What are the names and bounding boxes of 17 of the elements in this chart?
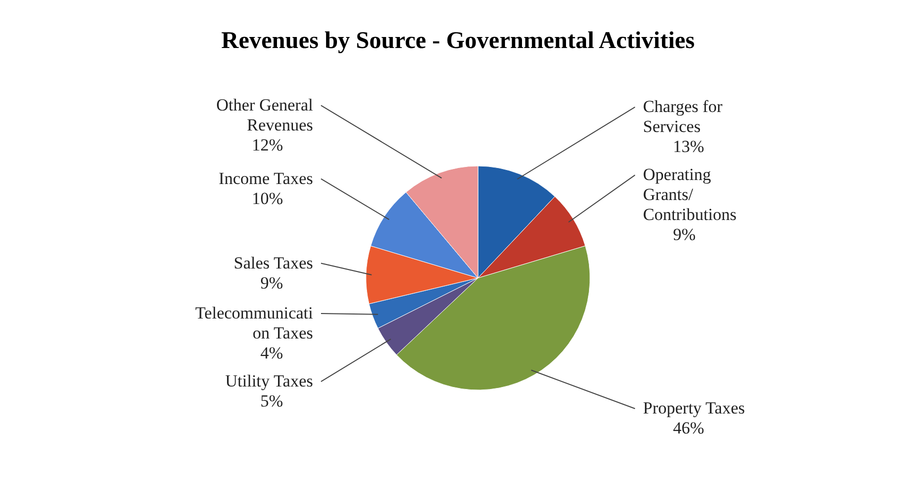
chart-title: Revenues by Source - Governmental Activities xyxy=(221,28,695,54)
slice-label: Sales Taxes xyxy=(234,253,313,272)
data-label: 46% xyxy=(673,418,704,438)
slice-label: Operating Grants/ Contributions xyxy=(643,165,737,224)
data-label: 9% xyxy=(673,225,696,244)
slice-label: Telecommunicati on Taxes xyxy=(195,304,314,343)
slice-label: Other General Revenues xyxy=(216,95,314,134)
data-label: 10% xyxy=(252,188,283,208)
data-label: 9% xyxy=(260,273,283,292)
data-label: 12% xyxy=(252,135,283,154)
slice-label: Property Taxes xyxy=(643,398,745,418)
slice-label: Charges for Services xyxy=(643,97,723,136)
slice-label: Utility Taxes xyxy=(225,372,313,391)
data-label: 13% xyxy=(673,137,704,156)
slice-label: Income Taxes xyxy=(218,168,313,188)
data-label: 5% xyxy=(260,392,283,411)
data-label: 4% xyxy=(260,344,283,363)
